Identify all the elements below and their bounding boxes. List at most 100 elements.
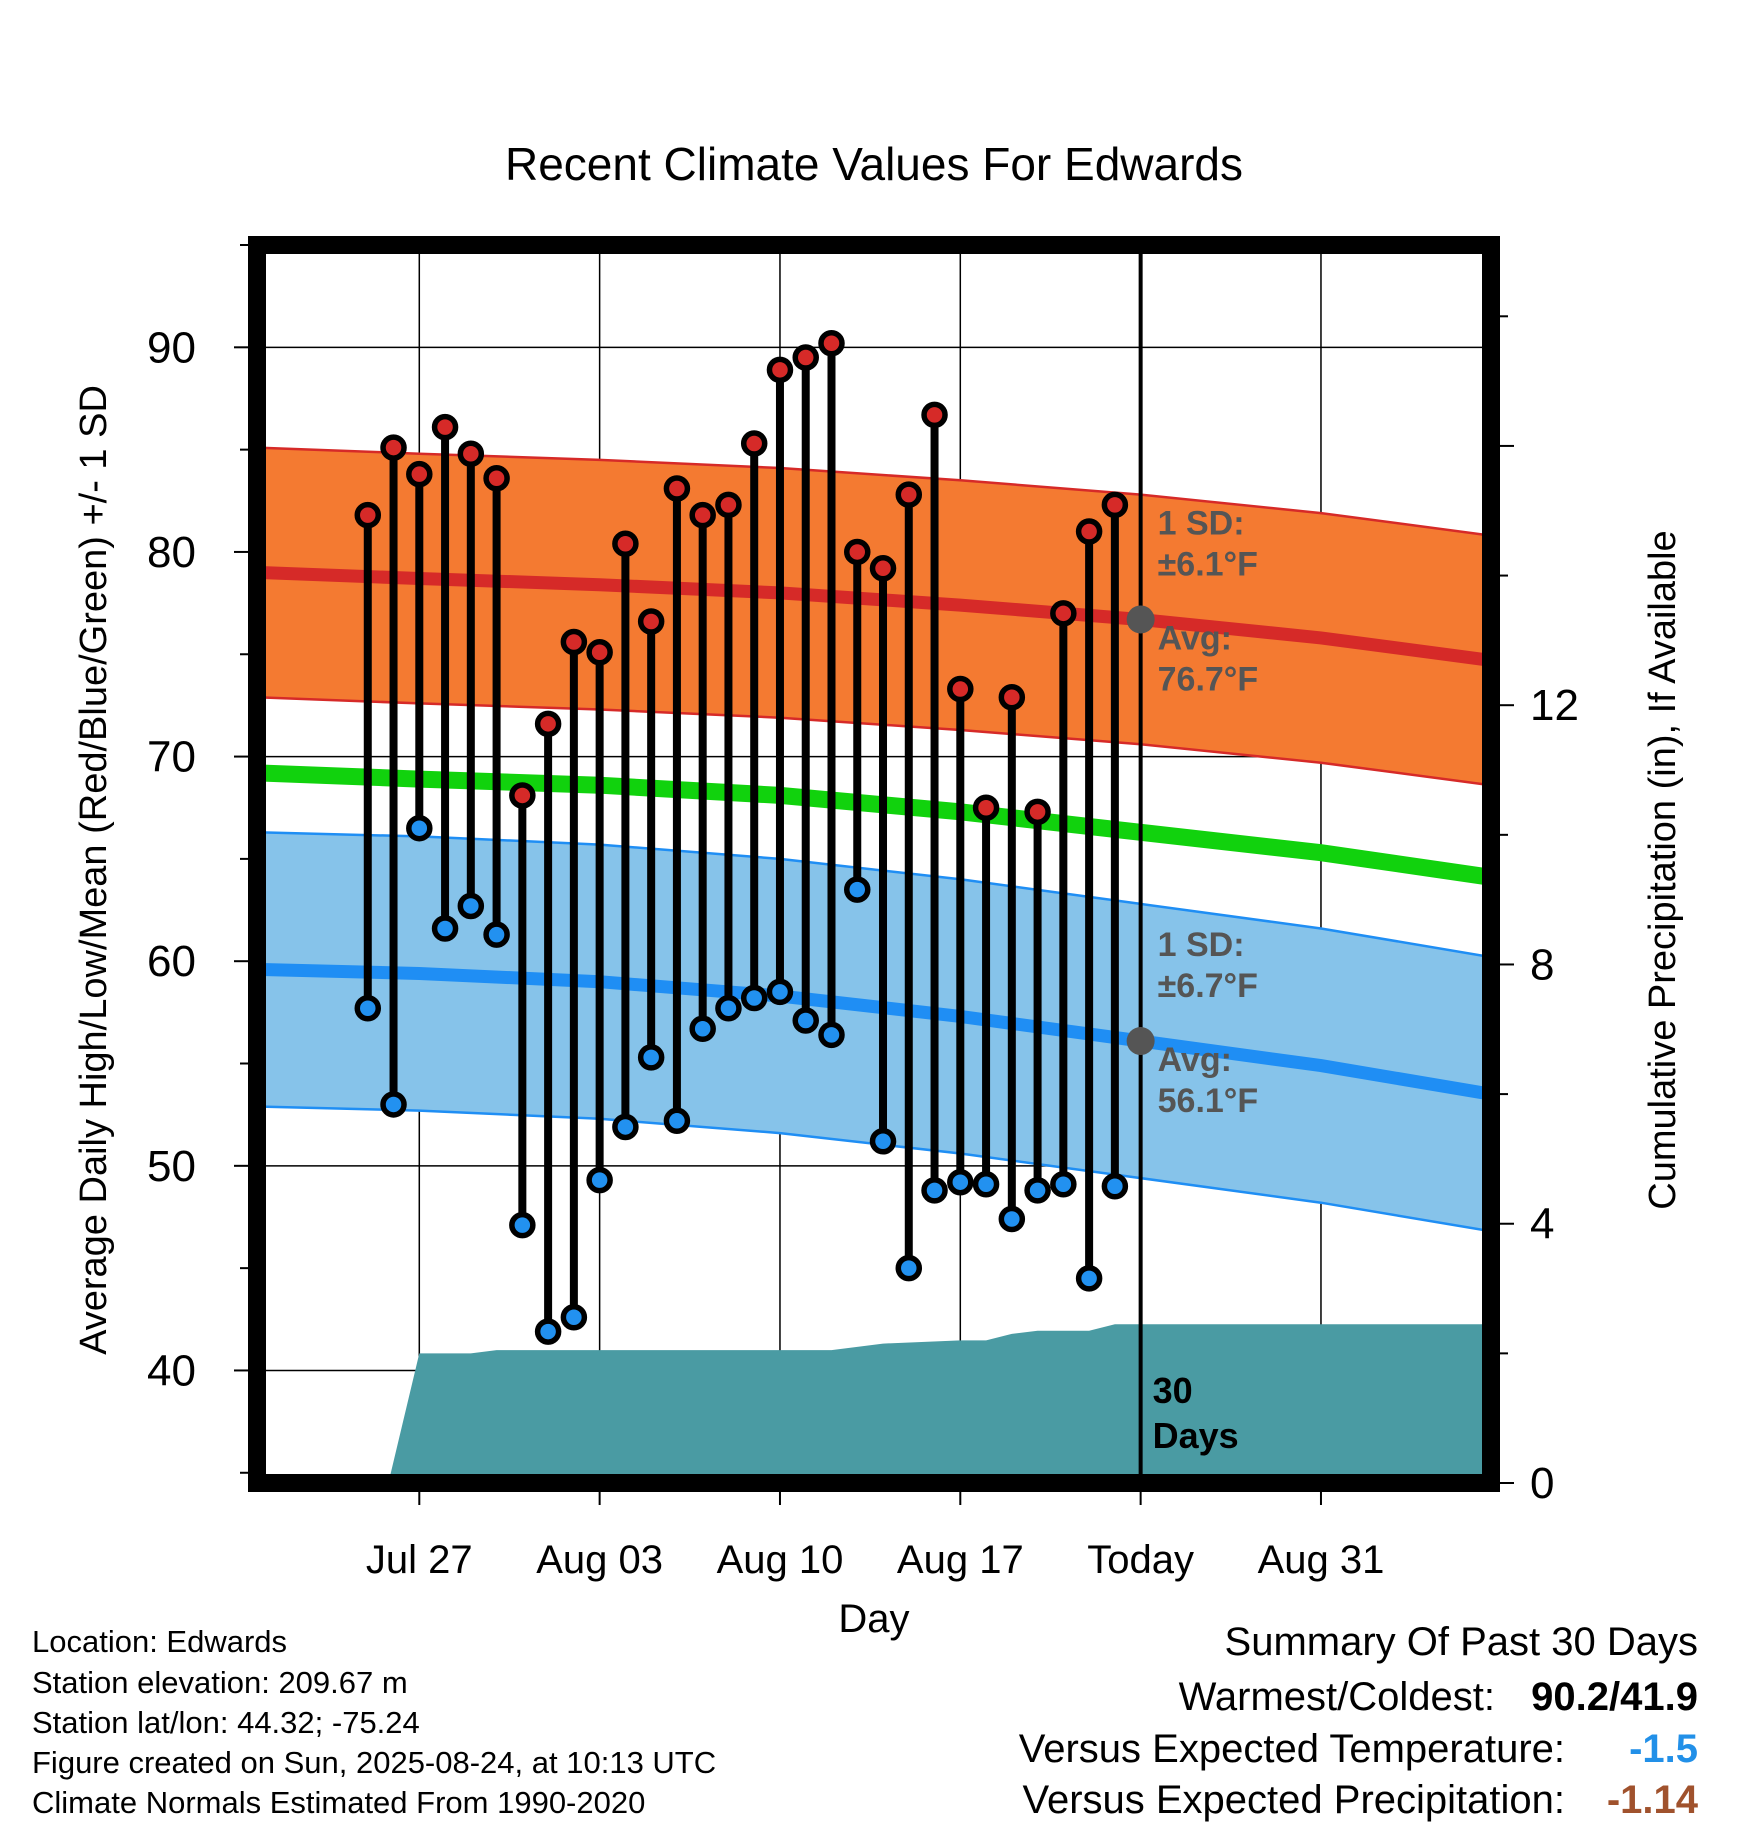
x-tick-label: Aug 03	[536, 1538, 663, 1582]
info-latlon: Station lat/lon: 44.32; -75.24	[32, 1705, 420, 1740]
daily-high-point	[1024, 798, 1051, 826]
daily-low-point	[560, 1304, 588, 1331]
normal-high-band	[257, 447, 1491, 786]
daily-high-point	[560, 628, 588, 656]
annotation-high-avg-line2: 76.7°F	[1158, 660, 1259, 698]
daily-low-point	[818, 1021, 845, 1049]
daily-low-point	[380, 1091, 407, 1118]
normal-low-mean-line	[257, 962, 1491, 1101]
normal-low-band-upper-edge	[257, 831, 1491, 959]
daily-low-point	[586, 1166, 613, 1194]
daily-low-point	[509, 1211, 536, 1239]
info-elevation: Station elevation: 209.67 m	[32, 1665, 408, 1700]
y-tick-label: 70	[147, 733, 196, 782]
daily-low-point	[406, 814, 433, 842]
daily-low-point	[354, 995, 382, 1022]
daily-low-point	[534, 1318, 562, 1345]
annotation-high-avg-line1: Avg:	[1158, 619, 1232, 657]
daily-low-point	[457, 892, 485, 920]
summary-temp-label: Versus Expected Temperature:	[1019, 1727, 1565, 1771]
daily-low-point	[869, 1128, 897, 1155]
info-location: Location: Edwards	[32, 1624, 287, 1659]
summary-temp-value: -1.5	[1629, 1727, 1698, 1771]
daily-low-point	[1024, 1177, 1051, 1204]
annotation-high-sd-line2: ±6.1°F	[1158, 545, 1258, 583]
daily-low-point	[844, 876, 871, 903]
y2-tick-label: 4	[1530, 1200, 1554, 1249]
daily-high-point	[380, 434, 407, 461]
summary-block: Summary Of Past 30 Days Warmest/Coldest:…	[1019, 1620, 1699, 1822]
daily-low-point	[1075, 1265, 1103, 1292]
summary-precip-label: Versus Expected Precipitation:	[1022, 1778, 1565, 1822]
daily-high-point	[792, 344, 819, 371]
daily-high-point	[895, 481, 923, 508]
x-tick-label: Today	[1087, 1538, 1194, 1582]
daily-low-point	[663, 1107, 691, 1135]
y2-axis-label: Cumulative Precipitation (in), If Availa…	[1642, 530, 1684, 1209]
daily-high-point	[1050, 600, 1077, 627]
plot-frame	[248, 236, 1500, 1492]
daily-low-point	[483, 921, 510, 948]
normal-high-band-upper-edge	[257, 446, 1491, 537]
daily-low-point	[1050, 1170, 1077, 1198]
daily-low-point	[740, 984, 768, 1012]
plot-clipped-group	[257, 245, 1491, 1483]
daily-high-point	[972, 794, 1000, 821]
today-high-avg-marker	[1126, 605, 1155, 634]
daily-low-point	[689, 1015, 716, 1042]
daily-low-point	[792, 1007, 819, 1034]
daily-low-point	[766, 978, 794, 1006]
daily-low-point	[637, 1044, 665, 1071]
chart-title: Recent Climate Values For Edwards	[505, 138, 1243, 190]
daily-high-point	[715, 491, 742, 519]
annotation-low-sd-line2: ±6.7°F	[1158, 967, 1258, 1005]
normal-high-mean-line	[257, 565, 1491, 667]
daily-high-point	[406, 460, 433, 488]
normal-mean-line	[257, 764, 1491, 886]
station-info: Location: Edwards Station elevation: 209…	[32, 1624, 716, 1820]
today-days-label-line1: 30	[1153, 1370, 1193, 1411]
today-low-avg-marker	[1126, 1027, 1155, 1056]
y2-tick-label: 8	[1530, 940, 1554, 989]
daily-high-point	[869, 555, 897, 582]
daily-low-point	[715, 995, 742, 1022]
summary-warm-cold-label: Warmest/Coldest:	[1179, 1675, 1495, 1719]
x-tick-label: Aug 10	[717, 1538, 844, 1582]
y2-tick-label: 12	[1530, 681, 1579, 730]
annotation-low-sd-line1: 1 SD:	[1158, 926, 1245, 964]
x-tick-label: Aug 31	[1258, 1538, 1385, 1582]
daily-high-point	[998, 683, 1026, 711]
daily-low-point	[431, 915, 459, 942]
y-tick-label: 60	[147, 937, 196, 986]
y-tick-label: 40	[147, 1346, 196, 1395]
daily-high-point	[431, 413, 459, 441]
annotation-low-avg-line2: 56.1°F	[1158, 1082, 1259, 1120]
y-tick-label: 80	[147, 528, 196, 577]
daily-high-point	[844, 538, 871, 566]
daily-high-point	[921, 401, 948, 429]
daily-high-point	[1075, 518, 1103, 545]
daily-high-point	[509, 782, 536, 809]
normal-high-band-lower-edge	[257, 695, 1491, 787]
daily-high-point	[637, 608, 665, 635]
daily-high-point	[483, 465, 510, 492]
y2-tick-label: 0	[1530, 1459, 1554, 1508]
x-tick-label: Aug 17	[897, 1538, 1024, 1582]
daily-high-point	[818, 329, 845, 357]
daily-high-point	[663, 475, 691, 502]
normal-low-band	[257, 832, 1491, 1232]
daily-low-point	[921, 1177, 948, 1204]
daily-low-point	[972, 1170, 1000, 1198]
daily-high-point	[689, 501, 716, 529]
x-tick-label: Jul 27	[366, 1538, 473, 1582]
daily-high-point	[586, 638, 613, 666]
daily-high-point	[740, 430, 768, 457]
daily-high-point	[947, 675, 974, 703]
daily-high-point	[612, 530, 639, 558]
daily-high-point	[354, 501, 382, 529]
y-tick-label: 90	[147, 323, 196, 372]
y-axis-label: Average Daily High/Low/Mean (Red/Blue/Gr…	[73, 385, 115, 1355]
daily-high-point	[534, 710, 562, 738]
summary-precip-value: -1.14	[1607, 1778, 1699, 1822]
